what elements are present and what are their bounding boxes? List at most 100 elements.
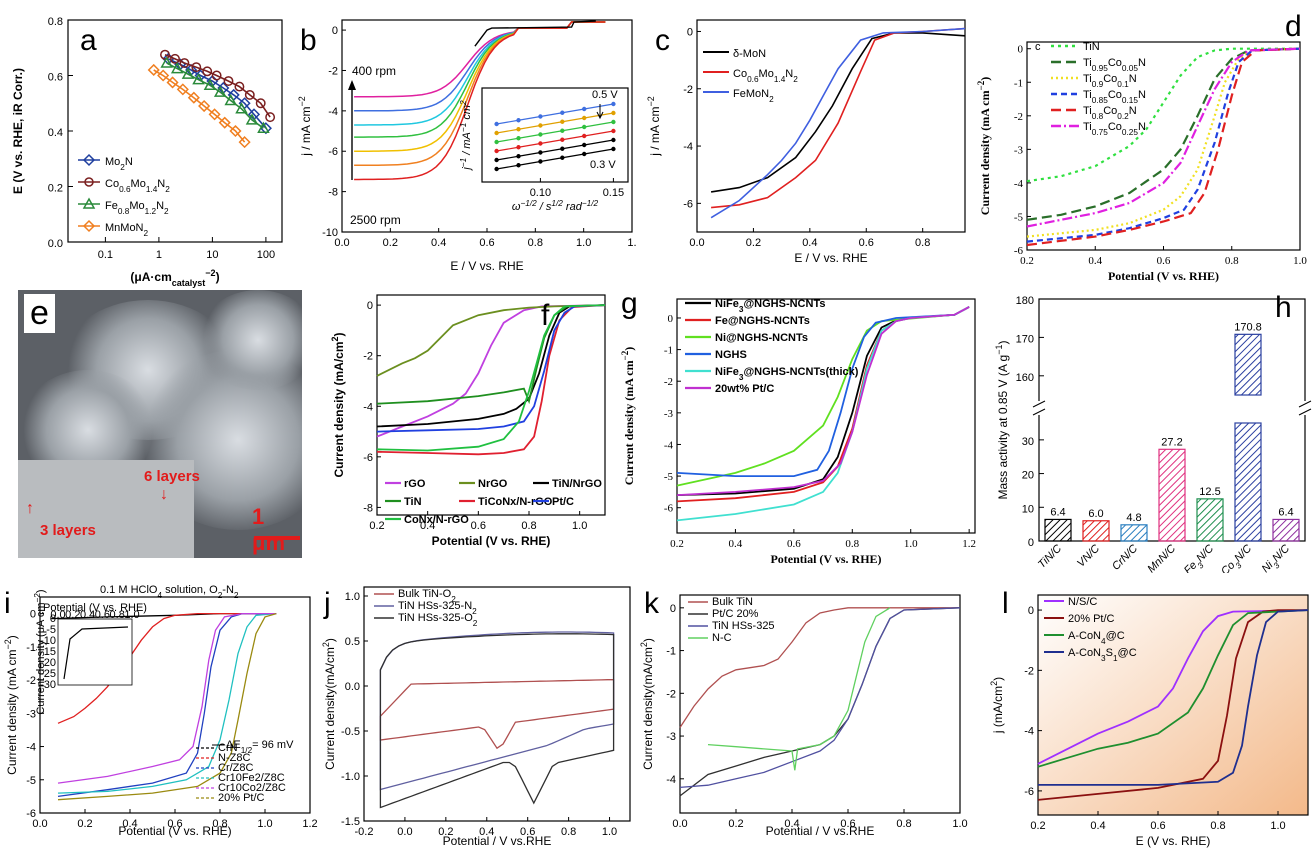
panel-letter-f: f bbox=[541, 299, 550, 332]
series-line-d bbox=[1026, 47, 1301, 221]
x-tick-label-k: 1.0 bbox=[952, 818, 967, 830]
y-tick-label-k: -2 bbox=[666, 688, 676, 700]
y-tick-label-g: -1 bbox=[664, 345, 673, 357]
legend-label-c: Co0.6Mo1.4N2 bbox=[733, 68, 798, 84]
bar-value-label-h: 170.8 bbox=[1234, 321, 1262, 333]
chart-b: b0.0 0.2 0.4 0.6 0.8 1.0 1.0-2-4-6-8-10E / V v… bbox=[297, 19, 637, 273]
category-label-h: MnN/C bbox=[1145, 543, 1178, 573]
x-tick-label-b: 1. bbox=[627, 237, 636, 249]
x-tick-label-g: 1.2 bbox=[962, 538, 976, 550]
y-tick-label-g: -2 bbox=[664, 376, 673, 388]
x-axis-label-l: E (V vs. RHE) bbox=[1136, 834, 1211, 848]
series-line-i bbox=[57, 612, 277, 798]
x-tick-label-b: 0.0 bbox=[334, 237, 349, 249]
legend-label-f: NrGO bbox=[478, 478, 508, 490]
data-point-a bbox=[218, 116, 231, 129]
inset-line-i bbox=[63, 626, 129, 680]
inset-point-b bbox=[538, 141, 543, 146]
plot-frame-c bbox=[696, 19, 966, 233]
y-tick-label-h: 170 bbox=[1016, 333, 1034, 345]
x-tick-label-g: 0.8 bbox=[845, 538, 859, 550]
y-axis-label-b: j / mA cm−2 bbox=[297, 96, 313, 157]
y-tick-label-g: -4 bbox=[664, 439, 674, 451]
category-label-h: Ni3N/C bbox=[1260, 543, 1295, 573]
legend-label-d: Ti0.75Co0.25N bbox=[1083, 121, 1146, 137]
bar-value-label-h: 27.2 bbox=[1161, 436, 1182, 448]
data-point-a bbox=[166, 76, 179, 89]
inset-line-b bbox=[496, 103, 614, 125]
inset-line-b bbox=[496, 130, 614, 152]
x-tick-label-f: 0.8 bbox=[521, 520, 536, 532]
legend-label-d: Ti0.85Co0.15N bbox=[1083, 89, 1146, 105]
y-tick-label-i: -3 bbox=[26, 708, 36, 720]
legend-label-l: 20% Pt/C bbox=[1068, 613, 1115, 625]
annotation-b: 400 rpm bbox=[352, 64, 396, 78]
scale-bar bbox=[254, 536, 300, 540]
y-tick-label-g: -6 bbox=[664, 503, 674, 515]
legend-marker-a bbox=[84, 177, 94, 187]
series-line-k bbox=[679, 607, 960, 728]
y-tick-label-k: -1 bbox=[666, 646, 676, 658]
y-tick-label-j: -1.0 bbox=[341, 771, 360, 783]
legend-label-k: Pt/C 20% bbox=[712, 608, 759, 620]
inset-point-b bbox=[582, 151, 587, 157]
chart-g: 0.2 0.4 0.6 0.8 1.0 1.2 0 -1 -2 -3 -4 -5 -6 Potential… bbox=[620, 287, 976, 566]
panel-letter-l: l bbox=[1002, 587, 1009, 620]
x-tick-label-g: 0.2 bbox=[670, 538, 684, 550]
series-line-k bbox=[679, 607, 961, 789]
bar-h bbox=[1234, 333, 1262, 396]
x-axis-label-k: Potential / V vs.RHE bbox=[766, 824, 875, 838]
x-tick-label-i: 0.8 bbox=[212, 818, 227, 830]
y-tick-label-a: 0.4 bbox=[48, 127, 63, 139]
legend-label-g: NiFe3@NGHS-NCNTs(thick) bbox=[715, 366, 859, 382]
y-axis-label-h: Mass activity at 0.85 V (A g−1) bbox=[994, 341, 1010, 500]
y-tick-label-d: 0 bbox=[1018, 44, 1024, 56]
x-tick-label-b: 1.0 bbox=[576, 237, 591, 249]
inset-x-tick-i: 1.0 bbox=[124, 609, 139, 621]
legend-label-i: Cr10Fe2/Z8C bbox=[218, 772, 285, 784]
panel-letter-a: a bbox=[80, 24, 97, 57]
data-point-a bbox=[265, 112, 276, 123]
y-tick-label-b: -6 bbox=[328, 146, 338, 158]
layer-label-3: 3 layers bbox=[40, 522, 96, 539]
legend-label-j: TiN HSs-325-O2 bbox=[398, 612, 478, 628]
legend-label-i: CrN bbox=[218, 742, 238, 754]
cv-loop-j bbox=[379, 633, 615, 809]
legend-label-g: NGHS bbox=[715, 349, 747, 361]
series-line-i bbox=[57, 612, 277, 794]
x-axis-label-f: Potential (V vs. RHE) bbox=[432, 534, 551, 548]
inset-point-b bbox=[516, 136, 521, 141]
x-axis-label-a: (μA·cmcatalyst−2) bbox=[130, 268, 219, 288]
series-line-l bbox=[1037, 609, 1308, 801]
legend-label-a: Fe0.8Mo1.2N2 bbox=[105, 200, 169, 216]
y-axis-label-k: Current density(mA/cm2) bbox=[640, 638, 655, 770]
bar-value-label-h: 12.5 bbox=[1199, 486, 1220, 498]
legend-label-g: Fe@NGHS-NCNTs bbox=[715, 315, 810, 327]
y-axis-label-d: Current density (mA cm−2) bbox=[976, 77, 992, 215]
y-axis-label-f: Current density (mA/cm2) bbox=[330, 332, 346, 477]
chart-h: h 0 10 20 30 160 170 180 Mass activity at 0.85 V… bbox=[994, 291, 1312, 573]
y-tick-label-b: -10 bbox=[322, 227, 338, 239]
y-tick-label-i: -5 bbox=[26, 775, 36, 787]
x-tick-label-b: 0.4 bbox=[431, 237, 446, 249]
cv-loop-j bbox=[379, 631, 615, 791]
data-point-a bbox=[157, 69, 170, 82]
series-line-b bbox=[354, 21, 606, 167]
x-tick-label-i: 0.2 bbox=[77, 818, 92, 830]
y-tick-label-d: -1 bbox=[1014, 77, 1023, 89]
inset-arrow-b bbox=[596, 104, 604, 120]
y-tick-label-d: -3 bbox=[1014, 144, 1024, 156]
x-tick-label-c: 0.6 bbox=[859, 237, 874, 249]
y-tick-label-g: -5 bbox=[664, 471, 674, 483]
legend-label-f: Pt/C bbox=[552, 496, 574, 508]
delta-e-label-i: ΔE1/2= 96 mV bbox=[226, 739, 294, 755]
legend-label-i: Cr10Co2/Z8C bbox=[218, 782, 286, 794]
panel-letter-g: g bbox=[621, 287, 638, 320]
legend-label-a: MnMoN2 bbox=[105, 222, 149, 238]
plot-frame-k bbox=[679, 594, 961, 814]
y-axis-label-a: E (V vs. RHE, iR Corr.) bbox=[11, 68, 25, 194]
x-axis-label-i: Potential (V vs. RHE) bbox=[118, 824, 231, 838]
bar-h bbox=[1234, 422, 1262, 542]
inset-point-b bbox=[560, 128, 565, 133]
x-tick-label-f: 1.0 bbox=[572, 520, 587, 532]
